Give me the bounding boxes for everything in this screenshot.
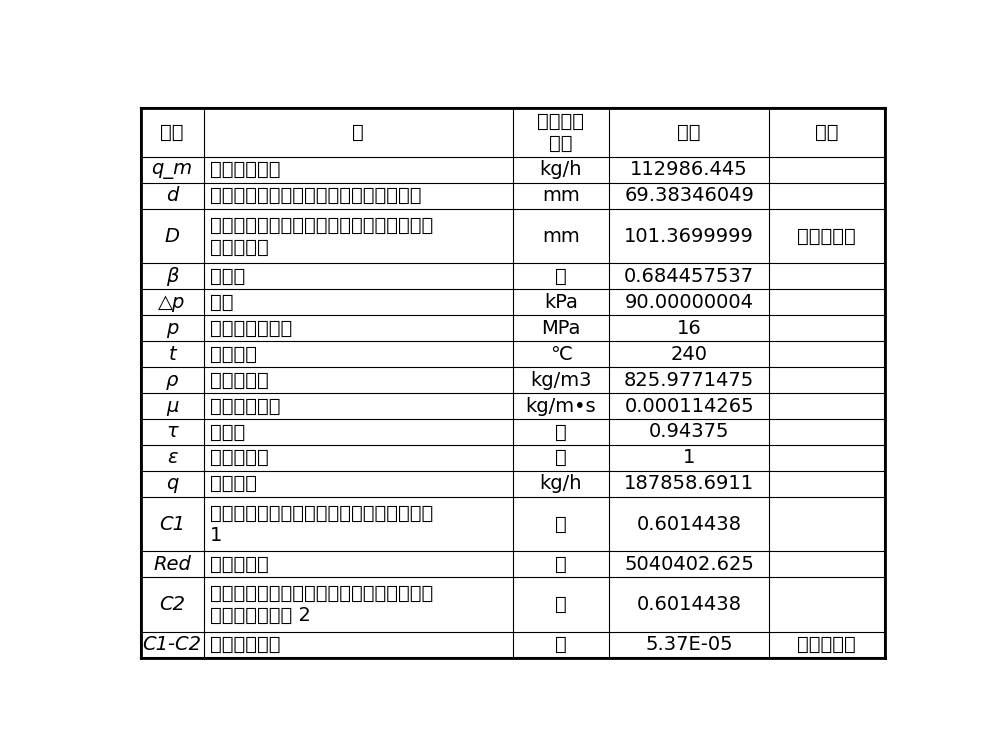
- Text: C2: C2: [159, 595, 185, 614]
- Text: kg/h: kg/h: [540, 160, 582, 180]
- Text: 差压: 差压: [210, 293, 233, 312]
- Text: －: －: [555, 635, 567, 654]
- Text: 0.6014438: 0.6014438: [637, 595, 742, 614]
- Text: 187858.6911: 187858.6911: [624, 475, 754, 493]
- Text: 0.94375: 0.94375: [649, 423, 729, 441]
- Text: ρ: ρ: [166, 371, 178, 390]
- Text: kg/h: kg/h: [540, 475, 582, 493]
- Text: 实际质量流量: 实际质量流量: [210, 160, 280, 180]
- Text: 0.6014438: 0.6014438: [637, 514, 742, 534]
- Text: 流体温度: 流体温度: [210, 344, 257, 364]
- Text: 量值: 量值: [677, 123, 701, 142]
- Text: 16: 16: [677, 319, 702, 338]
- Text: 1: 1: [683, 448, 695, 468]
- Text: q: q: [166, 475, 178, 493]
- Text: －: －: [555, 423, 567, 441]
- Text: 0.684457537: 0.684457537: [624, 267, 754, 286]
- Text: p: p: [166, 319, 178, 338]
- Text: 流体的绝对静压: 流体的绝对静压: [210, 319, 292, 338]
- Text: 符号: 符号: [160, 123, 184, 142]
- Text: kPa: kPa: [544, 293, 578, 312]
- Text: 目标单元格: 目标单元格: [797, 635, 856, 654]
- Text: 直径比: 直径比: [210, 267, 245, 286]
- Text: 流体动力黏度: 流体动力黏度: [210, 396, 280, 416]
- Text: 流出系数之差: 流出系数之差: [210, 635, 280, 654]
- Text: mm: mm: [542, 226, 580, 246]
- Text: μ: μ: [166, 396, 178, 416]
- Text: mm: mm: [542, 186, 580, 205]
- Text: 根据实际质量流量与理论流量计算流出系数
1: 根据实际质量流量与理论流量计算流出系数 1: [210, 504, 433, 544]
- Text: 备注: 备注: [815, 123, 839, 142]
- Text: 理论流量: 理论流量: [210, 475, 257, 493]
- Text: ℃: ℃: [550, 344, 572, 364]
- Text: D: D: [165, 226, 180, 246]
- Text: 0.000114265: 0.000114265: [624, 396, 754, 416]
- Text: Red: Red: [153, 555, 191, 574]
- Text: 69.38346049: 69.38346049: [624, 186, 754, 205]
- Text: －: －: [555, 267, 567, 286]
- Text: 选择差压装置型式，根据喉部雷诺数与直径
比计算流出系数 2: 选择差压装置型式，根据喉部雷诺数与直径 比计算流出系数 2: [210, 584, 433, 625]
- Text: 5040402.625: 5040402.625: [624, 555, 754, 574]
- Text: 可膨胀系数: 可膨胀系数: [210, 448, 269, 468]
- Text: 101.3699999: 101.3699999: [624, 226, 754, 246]
- Text: 流体的密度: 流体的密度: [210, 371, 269, 390]
- Text: 喉部雷诺数: 喉部雷诺数: [210, 555, 269, 574]
- Text: 压力比: 压力比: [210, 423, 245, 441]
- Text: q_m: q_m: [152, 160, 193, 180]
- Text: △p: △p: [158, 293, 186, 312]
- Text: 工程常用
单位: 工程常用 单位: [537, 112, 584, 153]
- Text: kg/m3: kg/m3: [530, 371, 592, 390]
- Text: t: t: [168, 344, 176, 364]
- Text: －: －: [555, 555, 567, 574]
- Text: kg/m•s: kg/m•s: [526, 396, 596, 416]
- Text: C1-C2: C1-C2: [143, 635, 202, 654]
- Text: 240: 240: [671, 344, 708, 364]
- Text: ε: ε: [167, 448, 177, 468]
- Text: 90.00000004: 90.00000004: [625, 293, 754, 312]
- Text: 工作条件下一次装置节流孔或喉部的直径: 工作条件下一次装置节流孔或喉部的直径: [210, 186, 421, 205]
- Text: 量: 量: [352, 123, 364, 142]
- Text: τ: τ: [166, 423, 178, 441]
- Text: 5.37E-05: 5.37E-05: [645, 635, 733, 654]
- Text: MPa: MPa: [541, 319, 581, 338]
- Text: 112986.445: 112986.445: [630, 160, 748, 180]
- Text: －: －: [555, 448, 567, 468]
- Text: 825.9771475: 825.9771475: [624, 371, 754, 390]
- Text: 工作条件下上游管道内径（或经典文丘里管
上游直径）: 工作条件下上游管道内径（或经典文丘里管 上游直径）: [210, 216, 433, 256]
- Text: －: －: [555, 595, 567, 614]
- Text: d: d: [166, 186, 178, 205]
- Text: β: β: [166, 267, 178, 286]
- Text: －: －: [555, 514, 567, 534]
- Text: 可变单元格: 可变单元格: [797, 226, 856, 246]
- Text: C1: C1: [159, 514, 185, 534]
